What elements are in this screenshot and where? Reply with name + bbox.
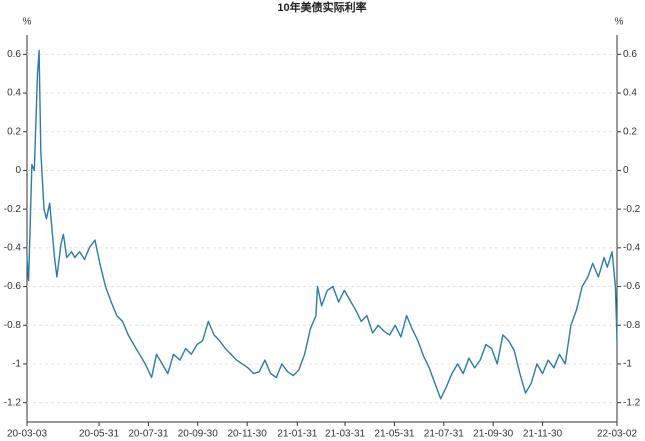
y2-tick-label: -0.8	[623, 320, 641, 331]
data-line	[26, 49, 618, 400]
y-tick-label: 0.4	[7, 88, 21, 99]
y2-tick-label: -1	[623, 359, 632, 370]
y2-tick-label: 0	[623, 165, 629, 176]
x-tick-label: 20-03-03	[7, 429, 47, 440]
y2-tick-label: -0.2	[623, 204, 641, 215]
y2-tick-label: -0.6	[623, 281, 641, 292]
y-tick-label: -0.6	[4, 281, 22, 292]
x-tick-label: 21-09-30	[473, 429, 513, 440]
y2-tick-label: 0.2	[623, 126, 637, 137]
x-tick-label: 20-11-30	[227, 429, 267, 440]
y-tick-label: -0.8	[4, 320, 22, 331]
y2-tick-label: 0.6	[623, 49, 637, 60]
y2-tick-label: -1.2	[623, 397, 641, 408]
x-tick-label: 21-03-31	[325, 429, 365, 440]
y-tick-label: -1.2	[4, 397, 22, 408]
chart-title: 10年美债实际利率	[277, 0, 366, 14]
y-tick-label: -0.4	[4, 242, 22, 253]
x-tick-label: 22-03-02	[597, 429, 637, 440]
y2-axis-unit: %	[615, 17, 624, 28]
y2-tick-label: 0.4	[623, 88, 637, 99]
x-tick-label: 21-05-31	[374, 429, 414, 440]
y-axis-unit: %	[23, 17, 32, 28]
y2-tick-label: -0.4	[623, 242, 641, 253]
x-tick-label: 20-05-31	[79, 429, 119, 440]
y-tick-label: 0.2	[7, 126, 21, 137]
x-tick-label: 20-09-30	[178, 429, 218, 440]
x-tick-label: 21-01-31	[277, 429, 317, 440]
y-tick-label: -1	[12, 359, 21, 370]
x-tick-label: 21-11-30	[523, 429, 563, 440]
x-tick-label: 20-07-31	[128, 429, 168, 440]
y-tick-label: 0	[15, 165, 21, 176]
y-tick-label: 0.6	[7, 49, 21, 60]
x-tick-label: 21-07-31	[424, 429, 464, 440]
y-tick-label: -0.2	[4, 204, 22, 215]
